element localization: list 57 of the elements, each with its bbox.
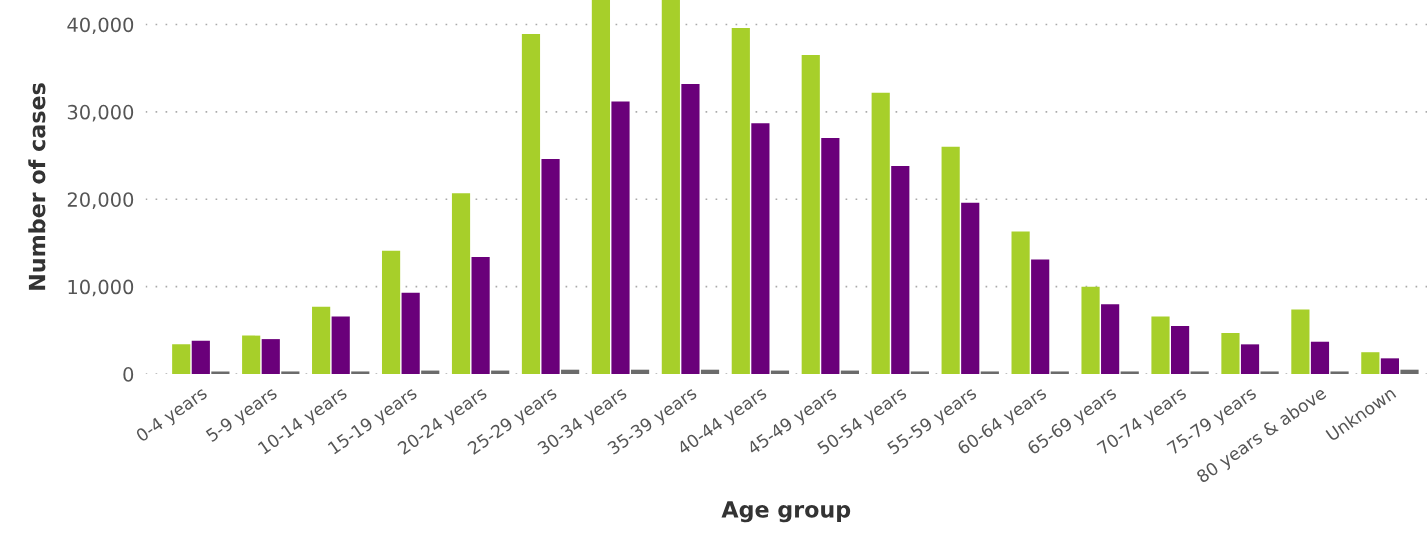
bar [891, 166, 910, 375]
bar [521, 34, 541, 375]
bar [961, 202, 980, 375]
bar [1170, 326, 1190, 375]
bar [191, 340, 210, 375]
bar [312, 306, 331, 375]
bar [1291, 309, 1310, 375]
bar [910, 371, 929, 375]
bar [451, 193, 471, 375]
bar [1050, 371, 1069, 375]
bar [1400, 369, 1419, 375]
bar [1081, 286, 1100, 375]
y-tick-label: 0 [123, 367, 134, 382]
bar [1221, 332, 1240, 375]
bar [611, 101, 630, 375]
bar [1190, 371, 1209, 375]
bar [1361, 352, 1380, 375]
bar [1330, 371, 1349, 375]
bar [1240, 344, 1260, 375]
bar [242, 335, 261, 375]
bar [261, 339, 280, 375]
bar [351, 371, 370, 375]
bar [980, 371, 999, 375]
bar [941, 146, 960, 375]
bar [381, 250, 401, 375]
bar [661, 0, 680, 375]
bar [1101, 304, 1120, 375]
bar [1310, 341, 1330, 375]
bar [561, 369, 580, 375]
bar [1380, 358, 1400, 375]
y-tick-label: 20,000 [67, 192, 134, 209]
x-axis-title: Age group [721, 501, 851, 523]
bar [1260, 371, 1279, 375]
bar [331, 316, 350, 375]
y-tick-label: 40,000 [67, 17, 134, 35]
bar [1151, 316, 1170, 375]
bar [871, 92, 890, 375]
bar [211, 371, 230, 375]
bar [681, 83, 700, 375]
bar [1031, 259, 1050, 375]
bar [1120, 371, 1139, 375]
bar [172, 344, 191, 375]
bar [401, 292, 420, 375]
bar [731, 27, 750, 375]
bar [281, 371, 300, 375]
bar [751, 123, 770, 375]
bar [700, 369, 720, 375]
y-axis-title: Number of cases [28, 83, 46, 290]
y-tick-label: 30,000 [67, 104, 134, 122]
bar [821, 138, 840, 375]
bar [591, 0, 611, 375]
bar [801, 55, 820, 375]
bar [471, 256, 490, 375]
bar [630, 369, 650, 375]
bar [541, 159, 560, 375]
bar [1011, 231, 1030, 375]
y-tick-label: 10,000 [68, 279, 134, 297]
